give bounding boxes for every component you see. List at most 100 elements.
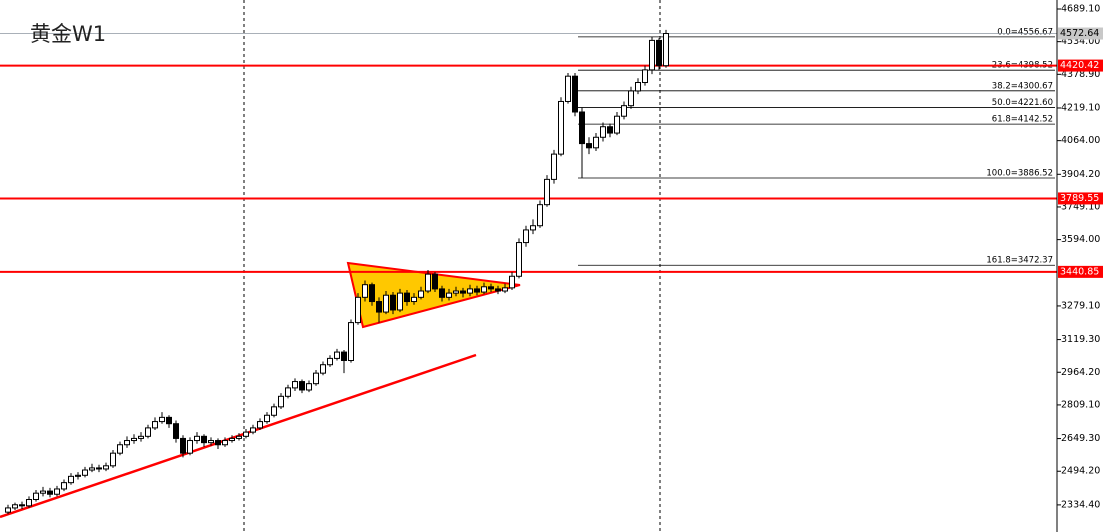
candle-body-up [229,437,235,442]
candle-body-up [635,82,641,92]
candle-body-up [593,136,599,149]
candle-body-up [285,387,291,397]
candle-body-up [89,467,95,471]
candle-body-up [551,153,557,180]
candle-body-up [145,427,151,437]
candle-body-up [138,435,144,439]
price-badge [1058,192,1103,205]
candle-body-up [327,357,333,366]
candle-body-down [656,39,662,67]
candle-body-up [257,421,263,429]
candle-body-up [418,290,424,298]
candle-body-up [68,475,74,484]
candle-body-down [432,273,438,290]
candle-body-up [313,372,319,385]
candle-body-up [642,69,648,84]
candle-body-up [614,115,620,134]
y-tick-label: 3904.20 [1061,169,1100,180]
candle-body-down [19,504,25,507]
plot-layer: 0.0=4556.6723.6=4398.5238.2=4300.6750.0=… [0,27,1057,515]
candle-body-up [306,383,312,391]
fib-label: 0.0=4556.67 [997,27,1053,37]
price-label: 3789.55 [1060,193,1099,204]
chart-title: 黄金W1 [30,22,106,46]
fib-label: 50.0=4221.60 [992,98,1053,108]
candle-body-up [243,431,249,437]
candle-body-up [509,275,515,289]
candle-body-up [467,288,473,294]
candle-body-up [278,395,284,408]
candle-body-up [75,474,81,477]
candle-body-up [446,292,452,298]
candle-body-up [383,294,389,313]
candle-body-up [152,421,158,429]
candle-body-up [453,290,459,294]
candle-body-up [40,490,46,494]
y-tick-label: 3279.10 [1061,300,1100,311]
candle-body-down [173,423,179,439]
y-tick-label: 3119.30 [1061,334,1100,345]
candle-body-up [33,492,39,501]
candle-body-up [663,33,669,67]
candle-body-down [390,294,396,311]
candle-body-up [222,440,228,446]
candle-body-up [649,39,655,71]
candle-body-up [320,364,326,374]
candle-body-down [376,301,382,313]
candle-body-up [117,444,123,454]
bid-badge [1058,27,1103,40]
y-tick-label: 4689.10 [1061,3,1100,14]
candle-body-down [299,381,305,391]
candle-body-up [544,178,550,206]
candle-body-up [411,296,417,303]
candle-body-up [82,469,88,476]
candle-body-down [404,292,410,303]
candle-body-up [334,351,340,359]
candle-body-down [495,288,501,292]
fib-label: 161.8=3472.37 [986,256,1053,266]
candle-body-up [236,435,242,439]
y-tick-label: 3594.00 [1061,234,1100,245]
candle-body-down [488,286,494,290]
price-badge [1058,59,1103,72]
candle-body-down [166,416,172,425]
candle-body-up [348,322,354,362]
candle-body-up [54,488,60,495]
candle-body-up [124,440,130,446]
candle-body-up [537,204,543,227]
candle-body-up [502,287,508,292]
candle-body-up [600,126,606,138]
candle-body-up [425,273,431,292]
candle-body-down [460,290,466,294]
candle-body-up [187,440,193,454]
candle-body-up [628,90,634,107]
candle-body-down [96,467,102,470]
y-tick-label: 3749.10 [1061,201,1100,212]
candle-body-up [558,100,564,155]
price-badge [1058,265,1103,278]
candle-body-up [208,440,214,444]
y-tick-label: 2964.20 [1061,367,1100,378]
fib-label: 100.0=3886.52 [986,169,1053,179]
candle-body-down [215,440,221,446]
candle-body-down [439,288,445,298]
candle-body-down [201,435,207,444]
y-tick-label: 2809.10 [1061,399,1100,410]
candle-body-up [271,406,277,416]
candle-body-up [61,482,67,490]
candle-body-up [516,242,522,277]
candle-body-up [481,286,487,293]
candle-body-up [159,416,165,423]
candle-body-down [47,490,53,495]
candle-body-down [607,126,613,134]
candle-body-up [26,499,32,507]
fib-label: 61.8=4142.52 [992,115,1053,125]
candle-body-up [530,225,536,231]
candle-body-up [250,427,256,433]
candle-body-up [292,381,298,389]
candle-body-down [586,143,592,149]
price-label: 3440.85 [1060,266,1099,277]
y-tick-label: 2494.20 [1061,466,1100,477]
